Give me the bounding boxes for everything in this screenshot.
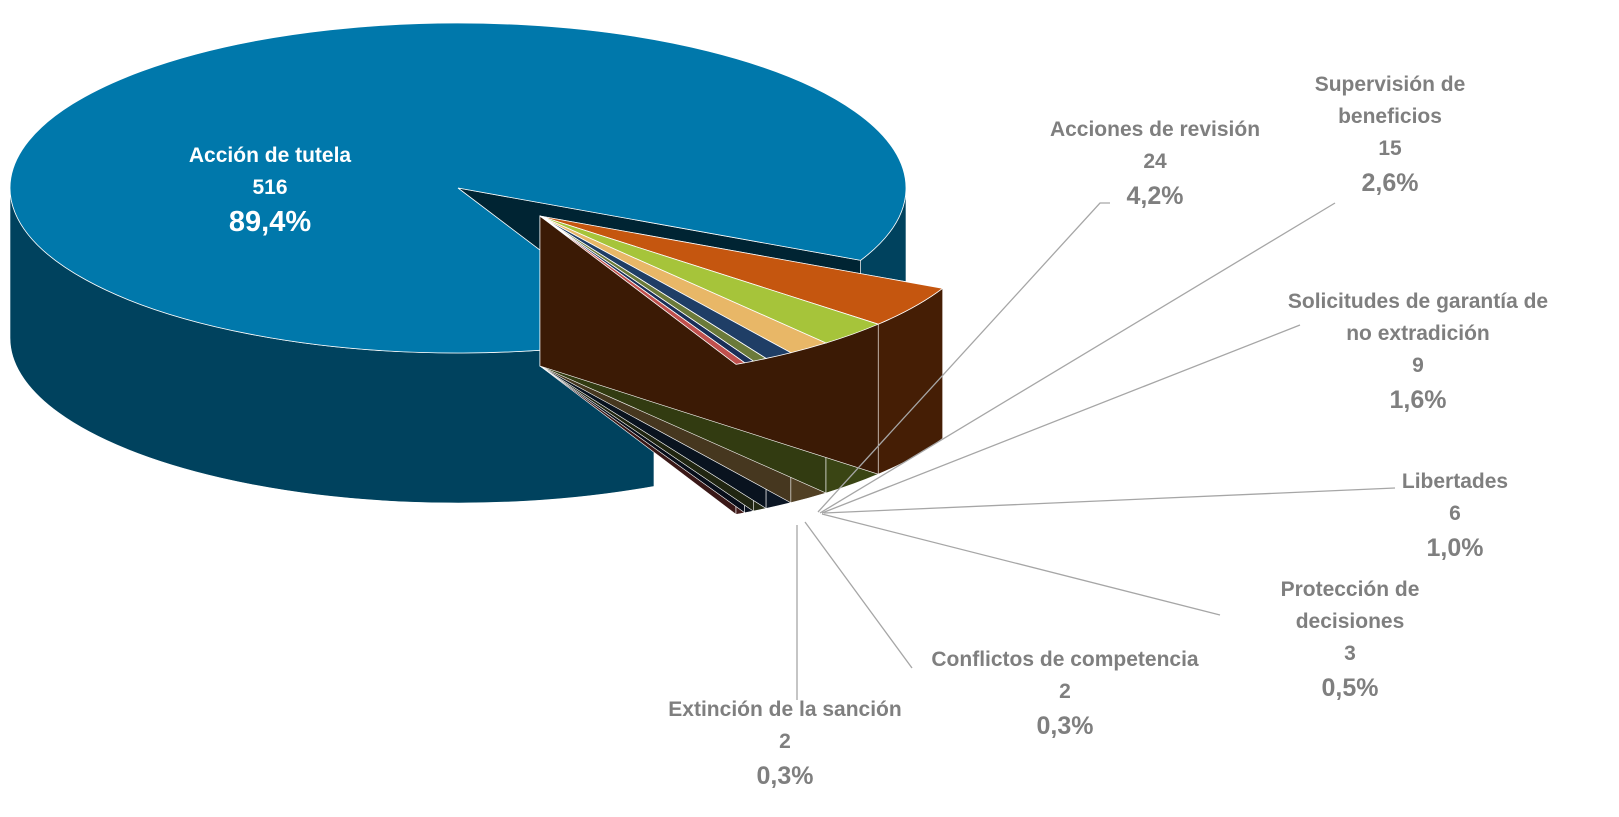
leader-line [804,521,913,669]
value-label: 2 [779,730,791,753]
leader-line [819,202,1336,514]
category-label: Solicitudes de garantía de no extradició… [1287,290,1549,345]
data-label: Solicitudes de garantía de no extradició… [1278,286,1558,418]
slice [9,22,907,354]
data-label: Acción de tutela 516 89,4% [160,140,380,240]
data-label: Supervisión de beneficios 15 2,6% [1280,69,1500,201]
value-label: 3 [1344,642,1356,665]
data-label: Conflictos de competencia 2 0,3% [905,644,1225,744]
percent-label: 89,4% [228,206,312,238]
percent-label: 1,0% [1426,534,1484,562]
data-label: Extinción de la sanción 2 0,3% [635,694,935,794]
slice [539,215,746,365]
category-label: Acción de tutela [188,144,352,167]
leader-line [823,487,1396,514]
category-label: Acciones de revisión [1049,118,1261,141]
percent-label: 0,5% [1321,674,1379,702]
percent-label: 4,2% [1126,182,1184,210]
category-label: Supervisión de beneficios [1314,73,1466,128]
value-label: 15 [1378,137,1402,160]
data-label: Protección de decisiones 3 0,5% [1260,574,1440,706]
value-label: 9 [1412,354,1424,377]
leader-line [817,202,1110,513]
category-label: Extinción de la sanción [668,698,902,721]
data-label: Acciones de revisión 24 4,2% [1005,114,1305,214]
value-label: 24 [1143,150,1167,173]
leader-line [821,513,1221,616]
percent-label: 0,3% [756,762,814,790]
leader-line [821,324,1301,514]
percent-label: 0,3% [1036,712,1094,740]
value-label: 2 [1059,680,1071,703]
data-label: Libertades 6 1,0% [1355,466,1555,566]
value-label: 516 [252,176,288,199]
category-label: Protección de decisiones [1280,578,1420,633]
value-label: 6 [1449,502,1461,525]
category-label: Conflictos de competencia [931,648,1199,671]
percent-label: 2,6% [1361,169,1419,197]
percent-label: 1,6% [1389,386,1447,414]
category-label: Libertades [1401,470,1509,493]
